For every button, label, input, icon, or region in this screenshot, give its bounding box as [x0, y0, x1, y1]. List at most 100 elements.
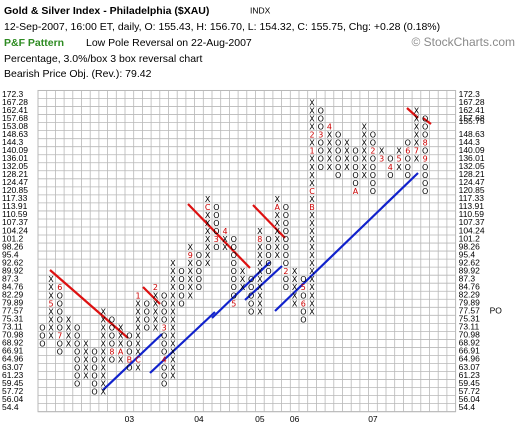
o-box: O	[335, 155, 341, 164]
month-marker: 4	[162, 355, 167, 364]
o-box: O	[283, 227, 289, 236]
month-marker: 2	[310, 131, 315, 140]
o-box: O	[178, 283, 184, 292]
x-box: X	[327, 147, 333, 156]
x-box: X	[309, 235, 315, 244]
y-tick-label: 153.08	[2, 121, 28, 131]
x-box: X	[257, 275, 263, 284]
x-box: X	[66, 323, 72, 332]
x-box: X	[309, 219, 315, 228]
y-tick-label: 104.24	[459, 225, 485, 235]
x-box: X	[275, 243, 281, 252]
y-tick-label: 120.85	[2, 185, 28, 195]
x-box: X	[118, 339, 124, 348]
y-tick-label: 120.85	[459, 185, 485, 195]
y-tick-label: 63.07	[2, 362, 24, 372]
x-box: X	[379, 147, 385, 156]
x-box: X	[222, 235, 228, 244]
o-box: O	[335, 139, 341, 148]
o-box: O	[196, 283, 202, 292]
o-box: O	[422, 147, 428, 156]
o-box: O	[39, 331, 45, 340]
x-box: X	[135, 364, 141, 373]
o-box: O	[109, 339, 115, 348]
o-box: O	[161, 299, 167, 308]
y-tick-label: 132.05	[2, 161, 28, 171]
o-box: O	[144, 299, 150, 308]
y-tick-label: 128.21	[2, 169, 28, 179]
o-box: O	[248, 299, 254, 308]
o-box: O	[405, 163, 411, 172]
x-box: X	[48, 323, 54, 332]
o-box: O	[109, 323, 115, 332]
o-box: O	[109, 331, 115, 340]
x-box: X	[309, 139, 315, 148]
x-box: X	[48, 275, 54, 284]
o-box: O	[161, 339, 167, 348]
x-box: X	[275, 251, 281, 260]
y-tick-label: 107.37	[459, 217, 485, 227]
o-box: O	[422, 179, 428, 188]
x-box: X	[188, 283, 194, 292]
o-box: O	[265, 259, 271, 268]
month-marker: C	[205, 203, 211, 212]
y-tick-label: 66.91	[2, 346, 24, 356]
o-box: O	[370, 171, 376, 180]
month-marker: 8	[109, 347, 114, 356]
month-marker: C	[309, 187, 315, 196]
o-box: O	[352, 163, 358, 172]
y-tick-label: 57.72	[2, 386, 24, 396]
o-box: O	[370, 131, 376, 140]
watermark: © StockCharts.com	[411, 35, 515, 49]
o-box: O	[300, 275, 306, 284]
y-tick-label: 157.68	[2, 113, 28, 123]
y-tick-label: 84.76	[459, 281, 481, 291]
o-box: O	[283, 259, 289, 268]
o-box: O	[387, 171, 393, 180]
y-tick-label: 124.47	[2, 177, 28, 187]
x-box: X	[292, 267, 298, 276]
o-box: O	[231, 283, 237, 292]
o-box: O	[300, 315, 306, 324]
x-box: X	[170, 267, 176, 276]
o-box: O	[370, 179, 376, 188]
y-tick-label: 59.45	[459, 378, 481, 388]
y-tick-label: 162.41	[2, 105, 28, 115]
x-box: X	[153, 315, 159, 324]
x-box: X	[362, 131, 368, 140]
y-tick-label: 63.07	[459, 362, 481, 372]
o-box: O	[231, 267, 237, 276]
x-box: X	[309, 267, 315, 276]
o-box: O	[74, 380, 80, 389]
x-box: X	[48, 307, 54, 316]
month-marker: 2	[370, 147, 375, 156]
o-box: O	[231, 251, 237, 260]
o-box: O	[370, 187, 376, 196]
month-marker: 8	[257, 235, 262, 244]
x-box: X	[205, 251, 211, 260]
x-box: X	[118, 323, 124, 332]
trend-lines	[49, 107, 432, 391]
y-tick-label: 68.92	[459, 338, 481, 348]
o-box: O	[178, 299, 184, 308]
y-tick-label: 172.3	[459, 89, 481, 99]
pattern-text: Low Pole Reversal on 22-Aug-2007	[86, 37, 252, 49]
resistance-line	[142, 286, 161, 305]
o-box: O	[318, 123, 324, 132]
o-box: O	[57, 339, 63, 348]
x-box: X	[188, 259, 194, 268]
o-box: O	[57, 307, 63, 316]
o-box: O	[283, 243, 289, 252]
o-box: O	[74, 347, 80, 356]
x-box: X	[83, 355, 89, 364]
x-box: X	[205, 227, 211, 236]
x-box: X	[101, 347, 107, 356]
y-tick-label: 172.3	[2, 89, 24, 99]
x-box: X	[362, 163, 368, 172]
x-box: X	[292, 299, 298, 308]
y-tick-label: 98.26	[459, 241, 481, 251]
y-tick-label: 89.92	[2, 265, 24, 275]
y-tick-label: 89.92	[459, 265, 481, 275]
x-box: X	[170, 331, 176, 340]
